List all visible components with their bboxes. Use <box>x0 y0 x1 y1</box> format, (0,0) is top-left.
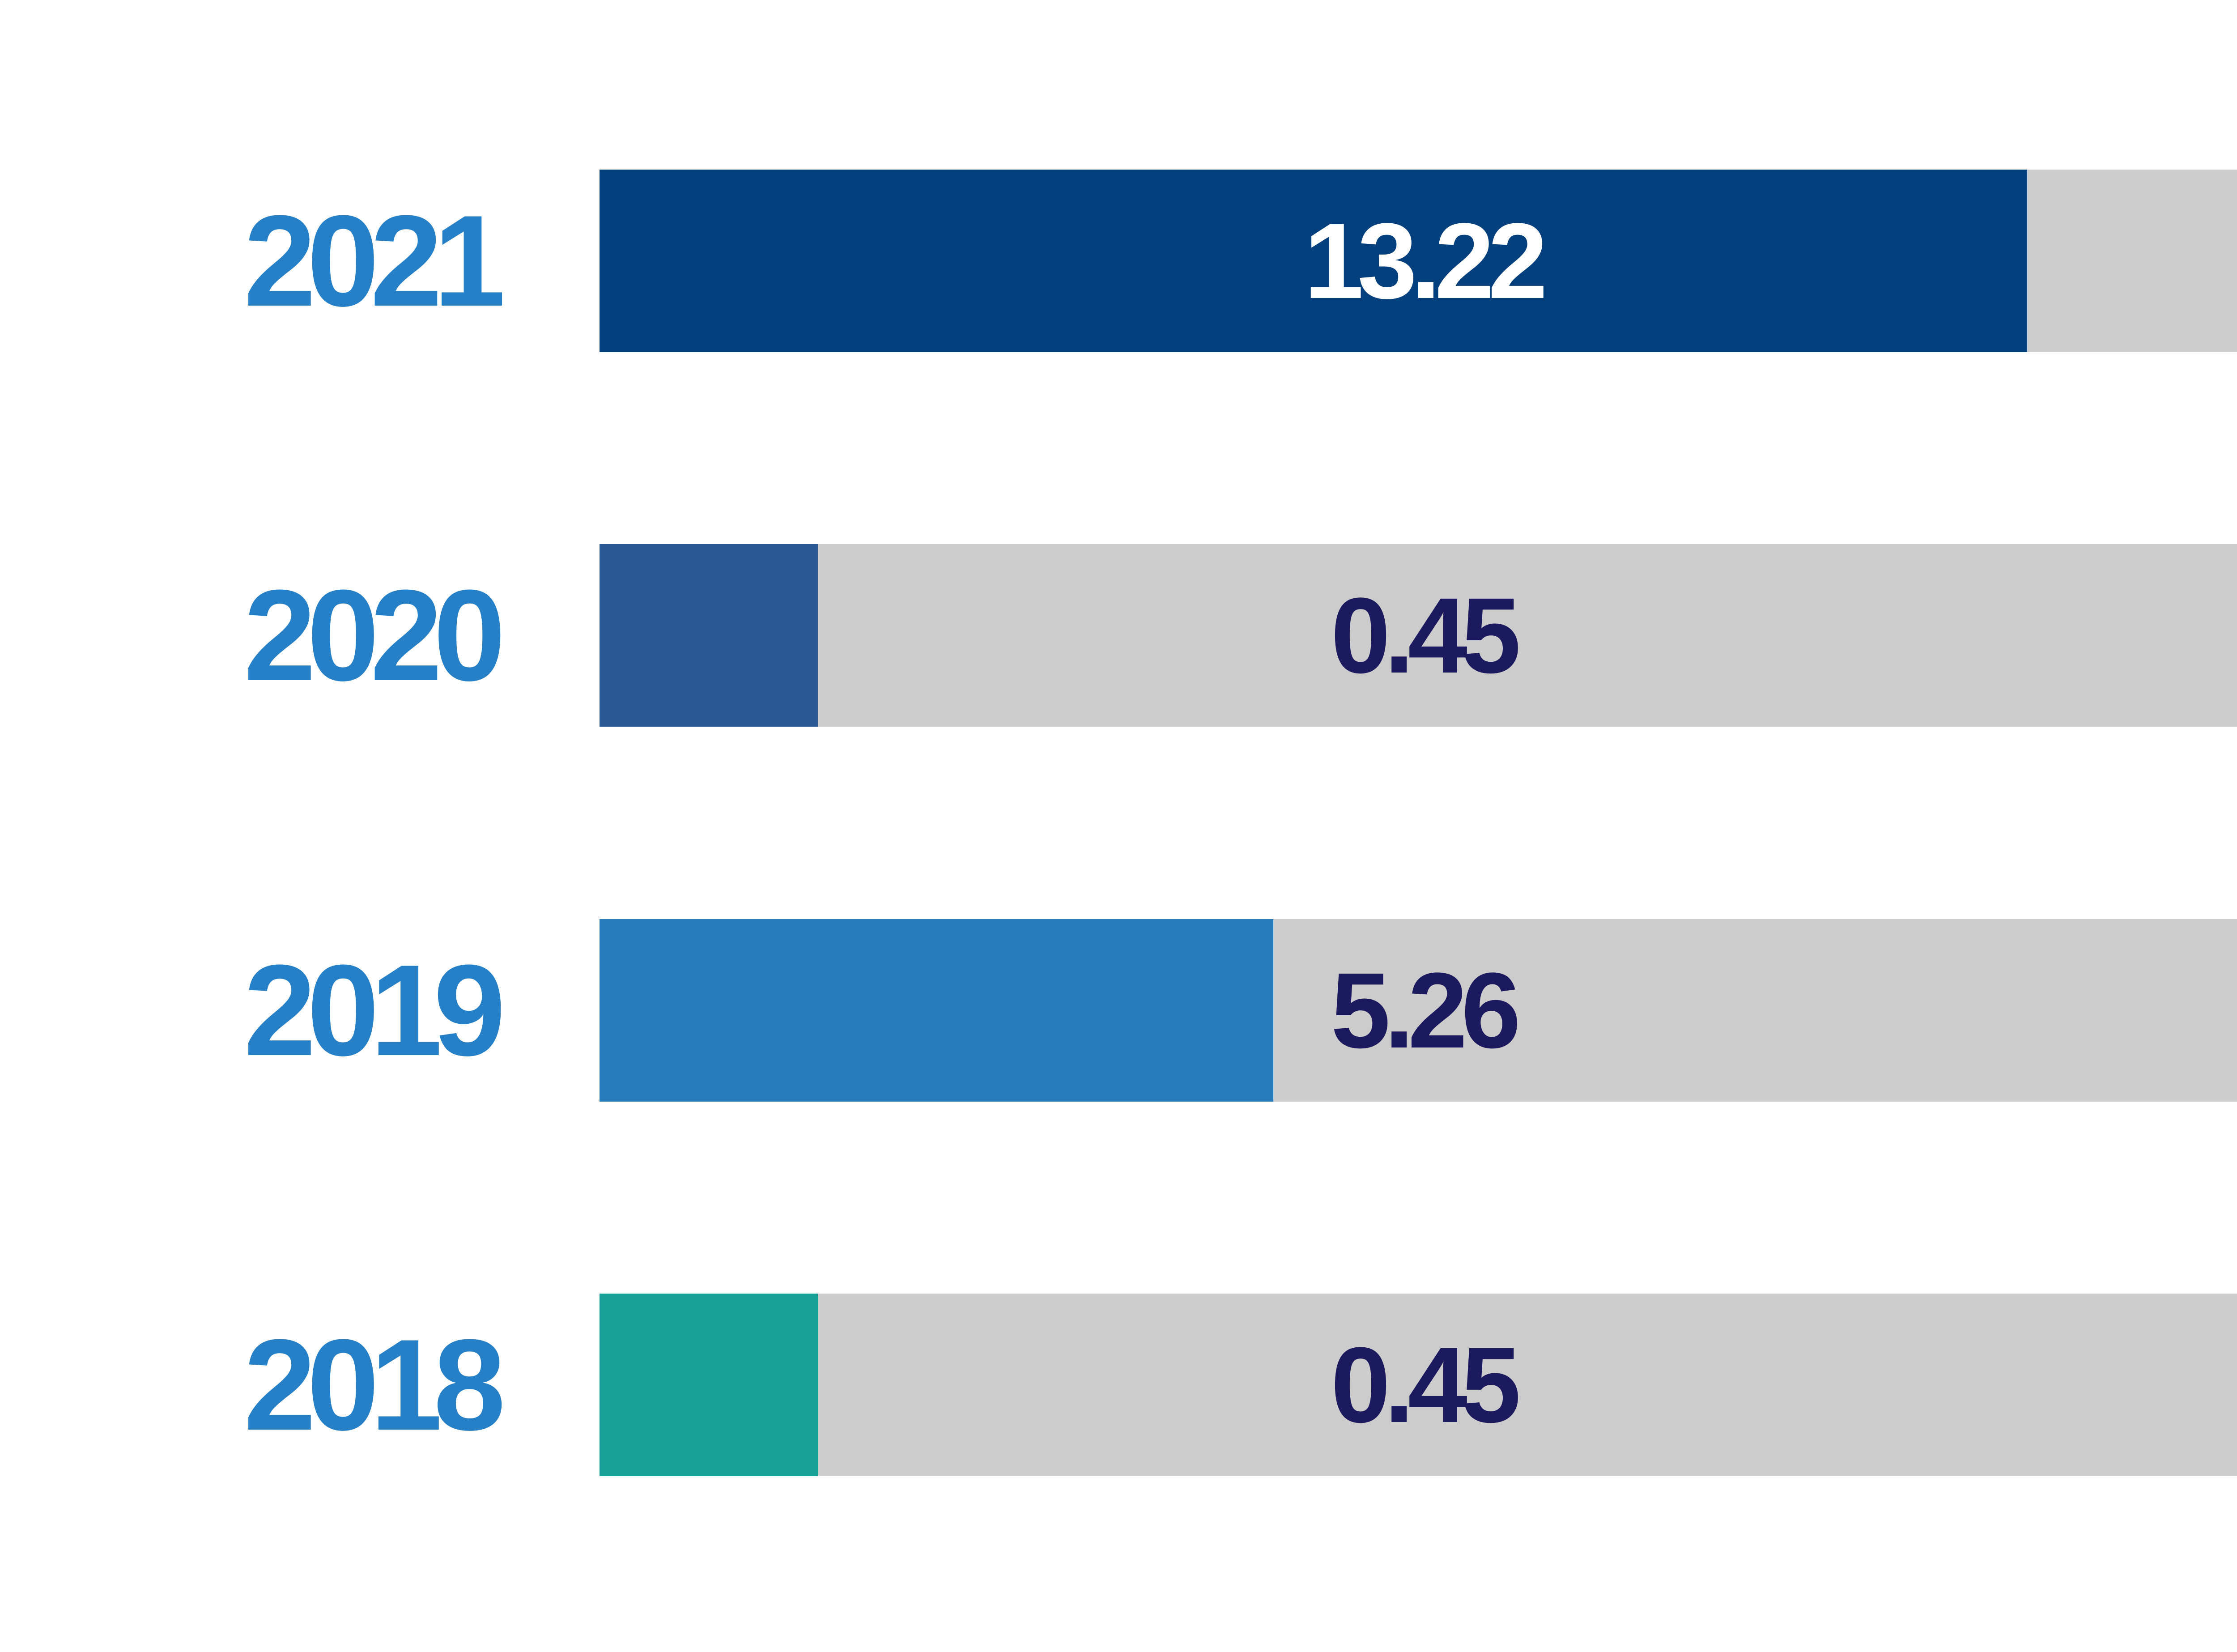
bar-row: 2019 5.26 <box>0 919 2237 1102</box>
data-label: 5.26 <box>1331 950 1521 1070</box>
bar-track: 5.26 <box>600 919 2237 1102</box>
bar-fill <box>600 170 2027 352</box>
category-label: 2019 <box>244 938 506 1083</box>
category-label: 2020 <box>244 563 506 708</box>
data-label: 0.45 <box>1331 1325 1521 1445</box>
bar-fill <box>600 919 1274 1102</box>
data-label: 0.45 <box>1331 575 1521 695</box>
bar-row: 2021 13.22 <box>0 170 2237 352</box>
category-label: 2018 <box>244 1312 506 1457</box>
bar-fill <box>600 544 818 727</box>
bar-row: 2018 0.45 <box>0 1294 2237 1476</box>
category-label: 2021 <box>244 188 506 333</box>
bar-track: 0.45 <box>600 1294 2237 1476</box>
bar-fill <box>600 1294 818 1476</box>
bar-track: 13.22 <box>600 170 2237 352</box>
bar-row: 2020 0.45 <box>0 544 2237 727</box>
data-label: 13.22 <box>1304 201 1548 321</box>
bar-track: 0.45 <box>600 544 2237 727</box>
